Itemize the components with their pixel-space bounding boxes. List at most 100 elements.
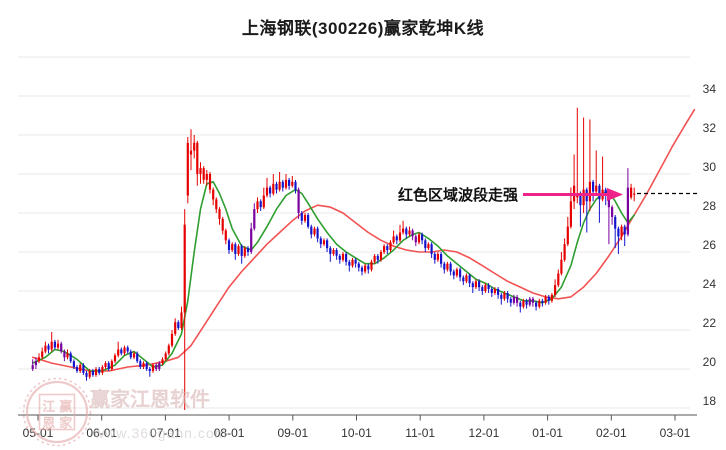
candle-body [354,259,357,264]
candle-body [604,189,607,196]
candle-body [170,333,174,346]
candle-body [490,289,493,293]
candle-body [474,281,477,288]
candle-body [250,228,253,252]
candle-body [79,365,82,371]
candle-body [253,209,256,229]
candle-body [262,195,265,208]
candle-body [288,179,291,186]
candle-body [579,193,582,206]
candle-body [611,207,614,217]
candle-body [487,285,490,289]
watermark-brand: 赢家江恩软件 [90,387,210,411]
candle-body [427,244,430,249]
candle-body [554,285,557,295]
y-axis-tick-label: 28 [703,199,717,213]
candle-body [630,187,633,198]
candle-body [259,201,262,208]
candle-body [34,361,37,366]
candle-body [389,242,392,251]
candle-body [497,289,500,295]
candle-body [297,189,300,213]
candle-body [186,142,189,196]
candle-body [440,254,443,264]
watermark-seal-ring [25,380,89,444]
candle-body [528,298,531,305]
candle-body [142,363,145,367]
candle-body [41,351,44,358]
candle-body [110,361,113,369]
candle-body [139,361,142,367]
candle-body [303,215,307,221]
watermark: 江 赢 恩 家 赢家江恩软件 www.360gann.com [22,377,226,447]
candle-body [82,365,85,373]
candle-body [531,298,534,303]
y-axis-tick-label: 22 [703,316,717,330]
candle-body [319,238,322,245]
candle-body [481,287,484,291]
candle-body [37,357,41,362]
candle-body [405,228,408,235]
candle-body [218,209,221,219]
candle-body [205,174,208,180]
candle-body [519,302,522,307]
candle-body [538,300,541,307]
candle-body [183,224,186,313]
candle-body [240,246,243,256]
watermark-seal-scallop [22,377,92,447]
candle-body [199,168,202,174]
candle-body [525,300,528,305]
candle-body [433,254,436,260]
candle-body [471,283,474,288]
watermark-seal-char: 江 [42,399,55,414]
candle-body [316,228,319,239]
x-axis-tick-label: 11-01 [405,426,435,440]
candle-body [547,296,550,301]
candle-body [411,230,414,237]
y-axis-tick-label: 24 [703,277,717,291]
y-axis-tick-label: 18 [703,394,717,408]
candle-body [72,361,75,367]
candle-body [452,271,455,276]
candle-body [44,345,47,352]
x-axis-tick-label: 10-01 [341,426,372,440]
candle-body [468,275,471,284]
candle-body [161,359,164,364]
watermark-seal-square [38,393,76,431]
candle-body [357,263,360,268]
x-axis-tick-label: 02-01 [596,426,627,440]
candle-body [113,355,117,362]
candle-body [348,261,351,266]
candle-body [120,349,123,354]
watermark-seal-char: 赢 [59,399,72,414]
candle-body [227,240,231,251]
candle-body [98,369,101,373]
x-axis-tick-label: 06-01 [86,426,117,440]
candle-body [237,246,240,254]
candle-body [126,347,129,352]
candle-body [104,363,107,367]
candle-body [351,259,354,266]
candle-body [617,228,620,237]
candle-body [364,265,367,272]
candle-body [123,347,126,354]
candle-body [503,293,506,299]
candle-body [151,365,155,371]
candle-body [256,201,259,210]
candle-body [614,216,617,229]
candle-body [493,289,496,293]
candle-body [31,365,34,369]
candle-body [275,183,278,190]
candle-body [595,185,598,192]
candle-body [332,250,335,254]
candle-body [329,248,332,254]
candle-body [53,341,56,348]
chart-title: 上海钢联(300226)赢家乾坤K线 [241,19,485,38]
watermark-seal-char: 恩 [42,416,55,431]
candle-body [566,226,569,245]
candle-body [148,369,151,371]
candle-body [338,255,341,260]
moving-average-line [31,108,696,372]
candle-body [224,230,227,241]
candle-body [500,294,503,299]
